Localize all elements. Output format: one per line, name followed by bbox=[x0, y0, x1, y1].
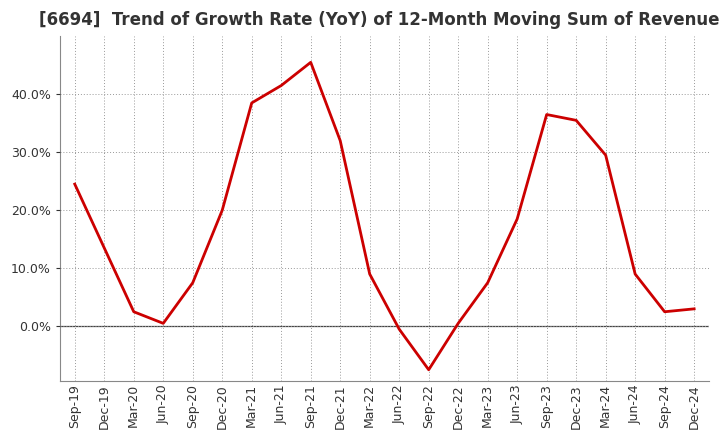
Title: [6694]  Trend of Growth Rate (YoY) of 12-Month Moving Sum of Revenues: [6694] Trend of Growth Rate (YoY) of 12-… bbox=[40, 11, 720, 29]
